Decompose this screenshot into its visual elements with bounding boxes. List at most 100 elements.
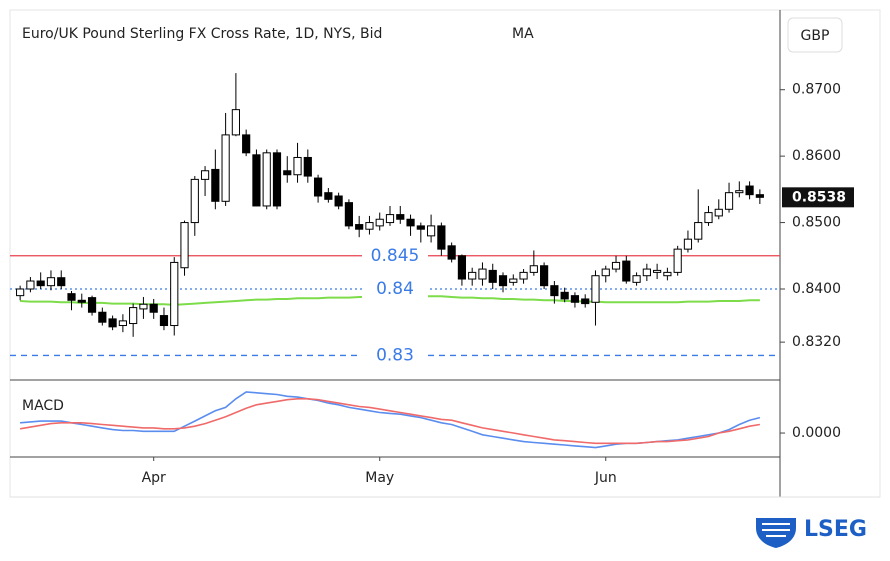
level-label-bg	[362, 345, 428, 366]
candle	[478, 262, 487, 286]
candle-body	[242, 134, 251, 154]
level-label: 0.83	[376, 345, 414, 365]
candle-body	[324, 192, 333, 200]
candle	[98, 307, 107, 326]
candle	[550, 281, 559, 304]
candle-body	[468, 271, 477, 280]
candle	[581, 294, 590, 308]
candle	[632, 272, 641, 286]
candle-body	[447, 245, 456, 260]
candle-body	[519, 271, 528, 280]
candle-body	[293, 156, 302, 176]
candle	[334, 192, 343, 210]
candle	[211, 149, 220, 210]
macd-label: MACD	[22, 398, 64, 414]
candle	[642, 263, 651, 282]
candle-body	[694, 222, 703, 240]
level-label-bg	[362, 278, 428, 299]
candle-body	[221, 134, 230, 202]
candle	[118, 314, 127, 333]
candle	[406, 214, 415, 236]
candle-body	[283, 170, 292, 176]
candle-body	[601, 268, 610, 277]
candle	[653, 263, 662, 280]
candle	[724, 182, 734, 213]
candle-body	[560, 291, 569, 300]
candle-body	[457, 255, 467, 280]
candle	[57, 270, 66, 289]
candle-body	[653, 269, 662, 273]
candle	[324, 188, 333, 203]
candle	[231, 73, 240, 137]
candle	[139, 296, 148, 319]
candle	[149, 298, 158, 319]
y-tick-label: 0.8320	[792, 334, 841, 350]
price-tag	[782, 187, 854, 208]
candle-body	[488, 269, 497, 283]
level-label: 0.845	[371, 246, 420, 266]
candle-body	[365, 222, 374, 230]
logo-text: LSEG	[804, 517, 867, 542]
candle-body	[581, 298, 590, 305]
candle	[272, 149, 282, 210]
y-tick-label: 0.8400	[792, 281, 841, 297]
candle-body	[724, 192, 734, 210]
y-tick-label: 0.8600	[792, 148, 841, 164]
candle	[36, 272, 45, 289]
x-tick-label: Jun	[594, 470, 617, 486]
candle-body	[26, 280, 35, 290]
candle	[242, 129, 251, 157]
level-label: 0.84	[376, 279, 414, 299]
candle	[468, 267, 477, 286]
candle	[683, 230, 693, 253]
candle	[46, 270, 56, 291]
candle-body	[663, 271, 672, 277]
price-tag-label: 0.8538	[792, 189, 846, 205]
candle-body	[118, 320, 127, 327]
y-tick-label: 0.0000	[792, 425, 841, 441]
candle-body	[303, 156, 312, 177]
candle	[622, 255, 631, 284]
candle	[108, 315, 117, 331]
candle-body	[355, 224, 364, 230]
candle	[611, 255, 621, 273]
candle	[385, 205, 395, 226]
candle	[663, 267, 672, 281]
candle	[396, 205, 405, 224]
candle-body	[406, 218, 415, 227]
candle	[735, 181, 744, 198]
candle-body	[509, 278, 518, 283]
candle-body	[540, 265, 549, 287]
candle	[560, 287, 569, 303]
candle-body	[170, 261, 179, 327]
candle-body	[159, 315, 169, 327]
candle-body	[498, 275, 508, 287]
candle	[355, 215, 364, 238]
indicator-label: MA	[512, 26, 534, 42]
x-tick-label: May	[365, 470, 394, 486]
candle	[498, 272, 508, 293]
candle	[293, 142, 302, 183]
candle	[344, 199, 354, 230]
candle	[447, 242, 456, 263]
candle-body	[529, 265, 538, 273]
candle	[714, 199, 723, 220]
candle-body	[344, 202, 354, 227]
candle	[591, 270, 600, 326]
candle-body	[98, 311, 107, 323]
candle	[77, 293, 86, 308]
candle	[365, 215, 374, 235]
x-tick-label: Apr	[142, 470, 166, 486]
candle	[529, 250, 538, 276]
candle-body	[262, 152, 271, 207]
candle-body	[437, 225, 446, 250]
candle	[673, 245, 682, 276]
level-label-bg	[362, 245, 428, 266]
candle	[67, 290, 76, 311]
macd-line	[19, 398, 761, 445]
candle-body	[129, 307, 138, 325]
candle-body	[396, 214, 405, 220]
candle-body	[87, 297, 97, 313]
candle-body	[550, 285, 559, 297]
